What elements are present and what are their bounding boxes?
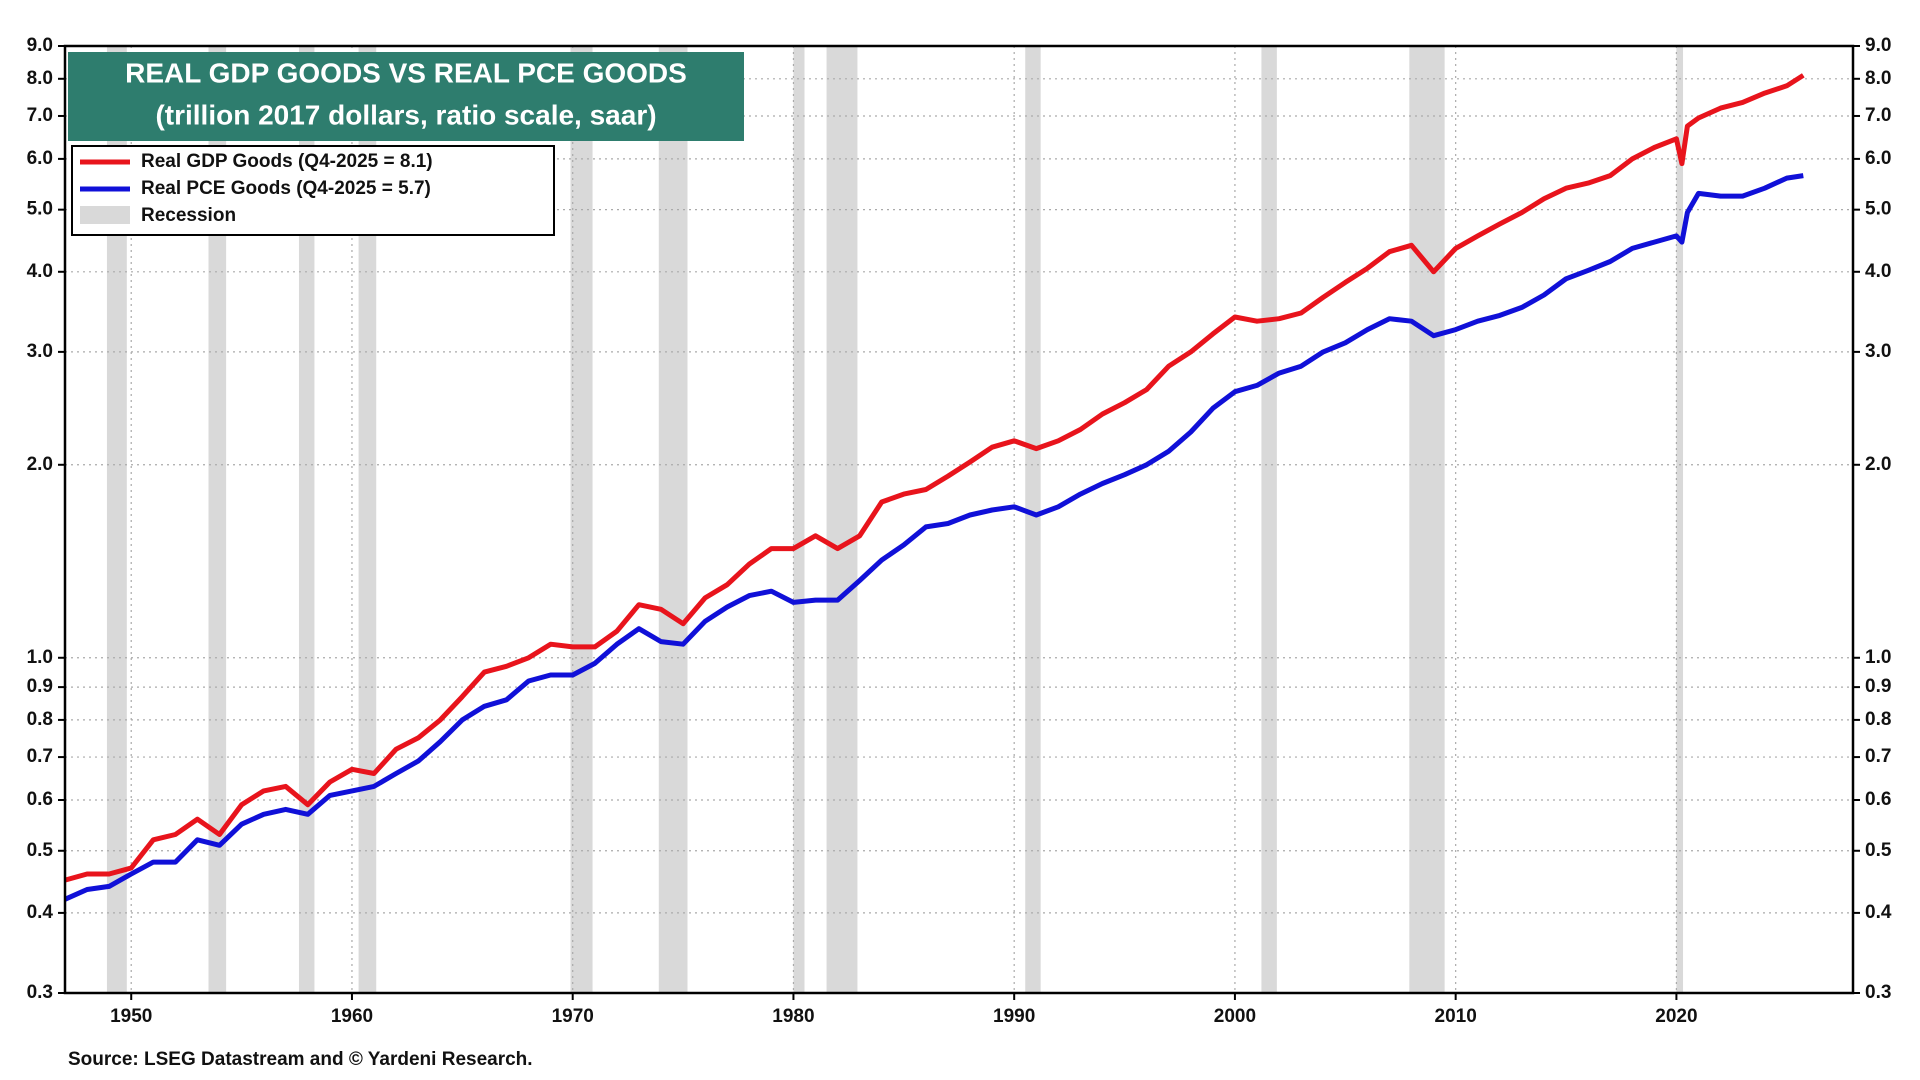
x-tick-label: 2020 [1655,1006,1697,1027]
x-tick-label: 2000 [1214,1006,1256,1027]
y-tick-label: 9.0 [27,35,53,56]
y2-tick-label: 1.0 [1865,647,1891,668]
plot-area [63,45,1853,994]
series-line [63,173,1804,902]
y2-tick-label: 5.0 [1865,199,1891,220]
y2-tick-label: 0.6 [1865,789,1891,810]
chart-title: REAL GDP GOODS VS REAL PCE GOODS [125,57,687,88]
x-tick-label: 1980 [772,1006,814,1027]
y-tick-label: 0.6 [27,789,53,810]
y2-tick-label: 0.5 [1865,840,1892,861]
recession-band [1025,46,1041,993]
y-tick-label: 2.0 [27,454,53,475]
source-note: Source: LSEG Datastream and © Yardeni Re… [68,1049,533,1070]
recession-band [1409,46,1445,993]
y-tick-label: 0.5 [27,840,54,861]
y2-tick-label: 3.0 [1865,341,1891,362]
y-tick-label: 6.0 [27,148,53,169]
y-tick-label: 0.4 [27,902,54,923]
y2-tick-label: 0.8 [1865,709,1891,730]
recession-band [298,46,315,993]
chart-subtitle: (trillion 2017 dollars, ratio scale, saa… [155,99,656,130]
legend-label: Real GDP Goods (Q4-2025 = 8.1) [141,151,433,172]
y2-tick-label: 0.3 [1865,982,1891,1003]
y2-tick-label: 4.0 [1865,261,1891,282]
y-tick-label: 8.0 [27,68,53,89]
y2-tick-label: 9.0 [1865,35,1891,56]
y-tick-label: 1.0 [27,647,53,668]
y-tick-label: 4.0 [27,261,53,282]
recession-band [208,46,227,993]
y-tick-label: 0.8 [27,709,53,730]
y2-tick-label: 2.0 [1865,454,1891,475]
y-tick-label: 3.0 [27,341,53,362]
legend-swatch [80,206,130,224]
recession-band [1676,46,1684,993]
recession-band [358,46,377,993]
recession-band [570,46,593,993]
y-tick-label: 0.7 [27,746,53,767]
y-tick-label: 5.0 [27,199,53,220]
y2-tick-label: 0.4 [1865,902,1892,923]
recession-band [658,46,688,993]
y2-tick-label: 8.0 [1865,68,1891,89]
x-tick-label: 1950 [110,1006,152,1027]
y-tick-label: 7.0 [27,105,53,126]
x-tick-label: 1970 [552,1006,594,1027]
y2-tick-label: 0.9 [1865,676,1891,697]
x-tick-label: 1960 [331,1006,373,1027]
y2-tick-label: 7.0 [1865,105,1891,126]
legend-label: Recession [141,205,236,226]
y-tick-label: 0.9 [27,676,53,697]
x-tick-label: 2010 [1435,1006,1477,1027]
y2-tick-label: 0.7 [1865,746,1891,767]
series-line [64,73,1805,883]
recession-band [793,46,805,993]
plot-frame [63,44,1855,995]
recession-band [106,46,127,993]
x-tick-label: 1990 [993,1006,1035,1027]
legend [71,145,555,236]
recession-band [826,46,858,993]
y2-tick-label: 6.0 [1865,148,1891,169]
title-box [68,52,744,141]
y-tick-label: 0.3 [27,982,53,1003]
legend-label: Real PCE Goods (Q4-2025 = 5.7) [141,178,431,199]
recession-band [1261,46,1277,993]
